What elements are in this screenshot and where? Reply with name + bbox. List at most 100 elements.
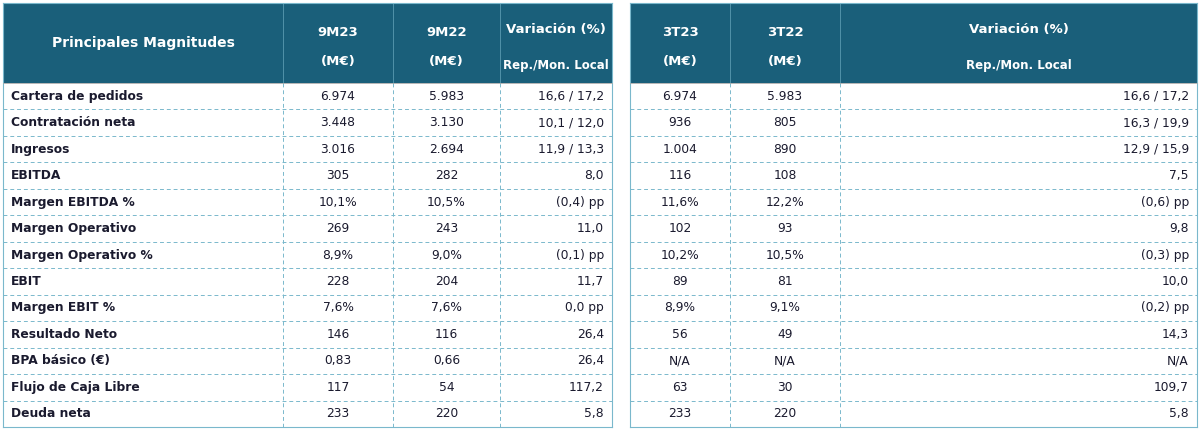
Text: 11,7: 11,7 — [577, 275, 604, 288]
Text: 116: 116 — [434, 328, 458, 341]
Text: 10,0: 10,0 — [1162, 275, 1189, 288]
Text: 116: 116 — [668, 169, 691, 182]
Text: 26,4: 26,4 — [577, 354, 604, 367]
Bar — [630, 374, 1198, 400]
Bar — [612, 83, 630, 110]
Bar — [2, 295, 612, 321]
Bar — [612, 295, 630, 321]
Text: 10,1 / 12,0: 10,1 / 12,0 — [538, 116, 604, 129]
Bar — [612, 347, 630, 374]
Text: 805: 805 — [773, 116, 797, 129]
Bar — [2, 242, 612, 268]
Text: 117,2: 117,2 — [569, 381, 604, 394]
Text: N/A: N/A — [774, 354, 796, 367]
Bar — [630, 3, 1198, 83]
Bar — [612, 215, 630, 242]
Text: Rep./Mon. Local: Rep./Mon. Local — [966, 58, 1072, 71]
Text: 10,5%: 10,5% — [427, 196, 466, 209]
Bar — [2, 3, 612, 83]
Text: 233: 233 — [326, 407, 349, 420]
Text: 11,9 / 13,3: 11,9 / 13,3 — [538, 143, 604, 156]
Bar — [2, 163, 612, 189]
Bar — [612, 268, 630, 295]
Text: 220: 220 — [434, 407, 458, 420]
Text: 243: 243 — [434, 222, 458, 235]
Text: 30: 30 — [778, 381, 793, 394]
Text: 2.694: 2.694 — [430, 143, 464, 156]
Bar — [2, 83, 612, 110]
Text: 9,1%: 9,1% — [769, 301, 800, 314]
Bar — [630, 347, 1198, 374]
Bar — [630, 215, 1198, 242]
Text: Contratación neta: Contratación neta — [11, 116, 136, 129]
Text: 146: 146 — [326, 328, 349, 341]
Text: Flujo de Caja Libre: Flujo de Caja Libre — [11, 381, 139, 394]
Bar — [630, 189, 1198, 215]
Text: (0,1) pp: (0,1) pp — [556, 249, 604, 261]
Text: 5.983: 5.983 — [768, 90, 803, 103]
Text: 0,66: 0,66 — [433, 354, 460, 367]
Bar — [630, 321, 1198, 347]
Text: 16,6 / 17,2: 16,6 / 17,2 — [1123, 90, 1189, 103]
Text: N/A: N/A — [670, 354, 691, 367]
Bar — [612, 163, 630, 189]
Bar — [630, 136, 1198, 163]
Bar — [2, 374, 612, 400]
Text: 9,0%: 9,0% — [431, 249, 462, 261]
Text: 89: 89 — [672, 275, 688, 288]
Text: N/A: N/A — [1168, 354, 1189, 367]
Text: 9M22: 9M22 — [426, 27, 467, 40]
Bar — [630, 163, 1198, 189]
Bar — [2, 347, 612, 374]
Text: 204: 204 — [434, 275, 458, 288]
Text: (M€): (M€) — [662, 55, 697, 68]
Bar — [630, 268, 1198, 295]
Bar — [2, 110, 612, 136]
Text: 228: 228 — [326, 275, 349, 288]
Text: 117: 117 — [326, 381, 349, 394]
Text: 269: 269 — [326, 222, 349, 235]
Bar — [630, 110, 1198, 136]
Text: 54: 54 — [439, 381, 455, 394]
Text: 233: 233 — [668, 407, 691, 420]
Text: 3.130: 3.130 — [430, 116, 464, 129]
Text: 6.974: 6.974 — [662, 90, 697, 103]
Text: 10,1%: 10,1% — [319, 196, 358, 209]
Bar — [612, 400, 630, 427]
Text: (0,4) pp: (0,4) pp — [556, 196, 604, 209]
Text: 8,0: 8,0 — [584, 169, 604, 182]
Text: 1.004: 1.004 — [662, 143, 697, 156]
Text: 5.983: 5.983 — [428, 90, 464, 103]
Text: 5,8: 5,8 — [584, 407, 604, 420]
Text: 220: 220 — [773, 407, 797, 420]
Text: 56: 56 — [672, 328, 688, 341]
Text: EBITDA: EBITDA — [11, 169, 61, 182]
Text: 3T22: 3T22 — [767, 27, 803, 40]
Text: 9,8: 9,8 — [1170, 222, 1189, 235]
Text: Margen EBITDA %: Margen EBITDA % — [11, 196, 134, 209]
Bar — [612, 321, 630, 347]
Text: 7,6%: 7,6% — [323, 301, 354, 314]
Text: Margen EBIT %: Margen EBIT % — [11, 301, 115, 314]
Text: 7,5: 7,5 — [1170, 169, 1189, 182]
Text: BPA básico (€): BPA básico (€) — [11, 354, 110, 367]
Text: Margen Operativo: Margen Operativo — [11, 222, 137, 235]
Text: 936: 936 — [668, 116, 691, 129]
Bar — [630, 295, 1198, 321]
Text: 16,3 / 19,9: 16,3 / 19,9 — [1123, 116, 1189, 129]
Bar — [2, 215, 612, 242]
Text: 0,83: 0,83 — [324, 354, 352, 367]
Text: 11,0: 11,0 — [577, 222, 604, 235]
Bar — [2, 136, 612, 163]
Text: 8,9%: 8,9% — [665, 301, 696, 314]
Bar — [612, 110, 630, 136]
Text: (M€): (M€) — [320, 55, 355, 68]
Text: 81: 81 — [778, 275, 793, 288]
Text: (0,3) pp: (0,3) pp — [1141, 249, 1189, 261]
Text: (M€): (M€) — [768, 55, 803, 68]
Text: 93: 93 — [778, 222, 793, 235]
Text: Rep./Mon. Local: Rep./Mon. Local — [503, 58, 608, 71]
Bar — [612, 189, 630, 215]
Text: 16,6 / 17,2: 16,6 / 17,2 — [538, 90, 604, 103]
Text: Resultado Neto: Resultado Neto — [11, 328, 118, 341]
